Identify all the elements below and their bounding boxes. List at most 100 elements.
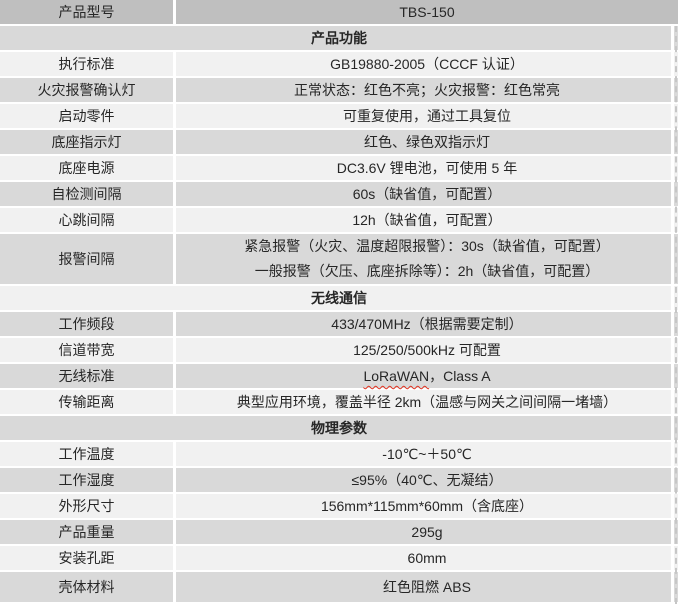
spec-label: 报警间隔	[58, 251, 115, 267]
spellcheck-underlined-text: LoRaWAN	[363, 368, 430, 384]
spec-row-heartbeat-interval: 心跳间隔 12h（缺省值，可配置）	[0, 208, 678, 232]
spec-value-cell: LoRaWAN，Class A	[176, 364, 678, 388]
spec-value-cell: 156mm*115mm*60mm（含底座）	[176, 494, 678, 518]
spec-value-cell: 295g	[176, 520, 678, 544]
spec-value-cell: TBS-150	[176, 0, 678, 24]
spec-label: 传输距离	[58, 394, 115, 410]
section-title: 产品功能	[311, 30, 367, 46]
spec-label: 壳体材料	[58, 579, 115, 595]
spec-label: 外形尺寸	[58, 498, 115, 514]
section-header-physical-parameters: 物理参数	[0, 416, 678, 440]
spec-row-fire-alarm-confirm-light: 火灾报警确认灯 正常状态：红色不亮；火灾报警：红色常亮	[0, 78, 678, 102]
spec-label-cell: 底座指示灯	[0, 130, 176, 154]
spec-label: 工作频段	[58, 316, 115, 332]
spec-value-cell: 60s（缺省值，可配置）	[176, 182, 678, 206]
spec-label-cell: 启动零件	[0, 104, 176, 128]
spec-value: 295g	[411, 524, 443, 540]
spec-value-cell: 60mm	[176, 546, 678, 570]
spec-value: 红色、绿色双指示灯	[364, 134, 490, 150]
spec-row-transmission-distance: 传输距离 典型应用环境，覆盖半径 2km（温感与网关之间间隔一堵墙）	[0, 390, 678, 414]
spec-value: GB19880-2005（CCCF 认证）	[330, 56, 524, 72]
spec-value: 125/250/500kHz 可配置	[353, 342, 501, 358]
spec-label-cell: 产品重量	[0, 520, 176, 544]
spec-label-cell: 无线标准	[0, 364, 176, 388]
spec-label-cell: 外形尺寸	[0, 494, 176, 518]
spec-row-product-weight: 产品重量 295g	[0, 520, 678, 544]
spec-value-line: 紧急报警（火灾、温度超限报警）：30s（缺省值，可配置）	[244, 238, 610, 254]
spec-value: 典型应用环境，覆盖半径 2km（温感与网关之间间隔一堵墙）	[236, 394, 618, 410]
spec-row-wireless-standard: 无线标准 LoRaWAN，Class A	[0, 364, 678, 388]
spec-value-cell: 433/470MHz（根据需要定制）	[176, 312, 678, 336]
spec-row-working-frequency-band: 工作频段 433/470MHz（根据需要定制）	[0, 312, 678, 336]
spec-value-line: 一般报警（欠压、底座拆除等）：2h（缺省值，可配置）	[254, 263, 600, 279]
spec-value: 正常状态：红色不亮；火灾报警：红色常亮	[294, 82, 560, 98]
spec-label-cell: 工作温度	[0, 442, 176, 466]
spec-value-rest: ，Class A	[429, 368, 491, 384]
spec-label: 无线标准	[58, 368, 115, 384]
spec-label-cell: 底座电源	[0, 156, 176, 180]
spec-label: 执行标准	[58, 56, 115, 72]
spec-label-cell: 信道带宽	[0, 338, 176, 362]
spec-row-mounting-hole-distance: 安装孔距 60mm	[0, 546, 678, 570]
spec-value: 60s（缺省值，可配置）	[352, 186, 502, 202]
spec-row-base-power: 底座电源 DC3.6V 锂电池，可使用 5 年	[0, 156, 678, 180]
spec-value-cell: GB19880-2005（CCCF 认证）	[176, 52, 678, 76]
spec-label: 自检测间隔	[51, 186, 122, 202]
spec-label-cell: 心跳间隔	[0, 208, 176, 232]
spec-row-activation-part: 启动零件 可重复使用，通过工具复位	[0, 104, 678, 128]
spec-value-cell: DC3.6V 锂电池，可使用 5 年	[176, 156, 678, 180]
spec-value: DC3.6V 锂电池，可使用 5 年	[336, 160, 518, 176]
spec-label-cell: 产品型号	[0, 0, 176, 24]
spec-value-cell: 可重复使用，通过工具复位	[176, 104, 678, 128]
spec-value-cell: ≤95%（40℃、无凝结）	[176, 468, 678, 492]
spec-value-cell: 红色阻燃 ABS	[176, 572, 678, 602]
spec-value: TBS-150	[399, 4, 455, 20]
spec-value: 156mm*115mm*60mm（含底座）	[320, 498, 534, 514]
spec-row-self-test-interval: 自检测间隔 60s（缺省值，可配置）	[0, 182, 678, 206]
spec-label-cell: 工作频段	[0, 312, 176, 336]
table-right-edge-gap	[671, 26, 674, 604]
spec-value: 12h（缺省值，可配置）	[352, 212, 502, 228]
spec-value-cell: 正常状态：红色不亮；火灾报警：红色常亮	[176, 78, 678, 102]
spec-row-product-model: 产品型号 TBS-150	[0, 0, 678, 24]
spec-value-cell: -10℃~＋50℃	[176, 442, 678, 466]
spec-value: -10℃~＋50℃	[382, 446, 472, 462]
spec-label-cell: 火灾报警确认灯	[0, 78, 176, 102]
spec-label: 产品重量	[58, 524, 115, 540]
spec-value: 433/470MHz（根据需要定制）	[331, 316, 523, 332]
table-right-dashed-gridline	[675, 26, 677, 604]
spec-value: 可重复使用，通过工具复位	[343, 108, 511, 124]
spec-label: 底座指示灯	[51, 134, 122, 150]
spec-label-cell: 工作湿度	[0, 468, 176, 492]
spec-label-cell: 壳体材料	[0, 572, 176, 602]
spec-label-cell: 报警间隔	[0, 234, 176, 284]
section-header-product-functions: 产品功能	[0, 26, 678, 50]
spec-value: LoRaWAN，Class A	[363, 366, 490, 386]
spec-row-dimensions: 外形尺寸 156mm*115mm*60mm（含底座）	[0, 494, 678, 518]
spec-value: ≤95%（40℃、无凝结）	[351, 472, 503, 488]
spec-value-cell: 红色、绿色双指示灯	[176, 130, 678, 154]
spec-label: 启动零件	[58, 108, 115, 124]
spec-label-cell: 安装孔距	[0, 546, 176, 570]
spec-row-alarm-interval: 报警间隔 紧急报警（火灾、温度超限报警）：30s（缺省值，可配置） 一般报警（欠压、…	[0, 234, 678, 284]
spec-label-cell: 传输距离	[0, 390, 176, 414]
spec-value-cell: 典型应用环境，覆盖半径 2km（温感与网关之间间隔一堵墙）	[176, 390, 678, 414]
spec-row-channel-bandwidth: 信道带宽 125/250/500kHz 可配置	[0, 338, 678, 362]
spec-label: 信道带宽	[58, 342, 115, 358]
spec-value-cell: 紧急报警（火灾、温度超限报警）：30s（缺省值，可配置） 一般报警（欠压、底座拆除…	[176, 234, 678, 284]
spec-row-executive-standard: 执行标准 GB19880-2005（CCCF 认证）	[0, 52, 678, 76]
spec-label-cell: 执行标准	[0, 52, 176, 76]
section-title: 物理参数	[311, 420, 367, 436]
section-header-wireless-communication: 无线通信	[0, 286, 678, 310]
spec-label: 心跳间隔	[58, 212, 115, 228]
spec-label: 底座电源	[58, 160, 115, 176]
spec-value-cell: 125/250/500kHz 可配置	[176, 338, 678, 362]
spec-row-working-temperature: 工作温度 -10℃~＋50℃	[0, 442, 678, 466]
spec-label-cell: 自检测间隔	[0, 182, 176, 206]
spec-label: 火灾报警确认灯	[37, 82, 136, 98]
spec-value: 60mm	[407, 550, 447, 566]
spec-value: 红色阻燃 ABS	[383, 579, 471, 595]
section-title: 无线通信	[311, 290, 367, 306]
spec-label: 安装孔距	[58, 550, 115, 566]
spec-label: 产品型号	[58, 4, 115, 20]
